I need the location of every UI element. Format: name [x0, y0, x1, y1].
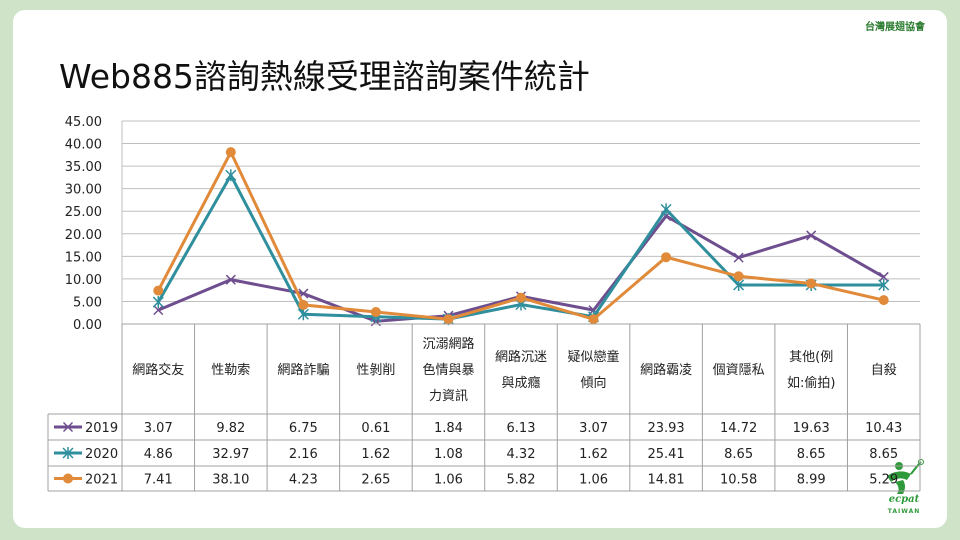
logo-text: ecpat [888, 494, 920, 505]
table-cell-value: 8.99 [797, 473, 826, 488]
x-category-label: 網路霸凌 [640, 362, 692, 378]
table-cell-value: 1.62 [579, 447, 608, 462]
table-cell-value: 10.58 [720, 473, 757, 488]
y-axis-ticks: 0.00 5.00 10.00 15.00 20.00 25.00 30.00 35.00 40… [65, 115, 102, 333]
x-category-label: 網路交友 [132, 362, 184, 378]
data-point [806, 278, 817, 289]
series-lines [152, 147, 890, 327]
data-point [878, 271, 889, 282]
x-category-label: 傾向 [581, 375, 607, 391]
y-tick-label: 0.00 [73, 318, 102, 333]
table-cell-value: 6.75 [289, 421, 318, 436]
table-cell-value: 1.62 [361, 447, 390, 462]
data-point [152, 296, 164, 309]
table-cell-value: 1.84 [434, 421, 463, 436]
x-category-label: 自殺 [871, 363, 897, 378]
data-point [878, 278, 890, 291]
data-point [878, 295, 889, 306]
data-point [443, 314, 454, 325]
legend-label: 2019 [85, 421, 118, 436]
table-cell-value: 7.41 [144, 473, 173, 488]
table-cell-value: 14.72 [720, 421, 757, 436]
data-point [297, 308, 309, 321]
x-category-label: 疑似戀童 [568, 349, 620, 365]
y-tick-label: 20.00 [65, 228, 102, 243]
data-point [298, 299, 309, 310]
table-cell-value: 8.65 [724, 447, 753, 462]
x-category-label: 個資隱私 [713, 363, 765, 378]
y-tick-label: 35.00 [65, 160, 102, 175]
table-cell-value: 8.65 [869, 447, 898, 462]
table-cell-value: 2.65 [361, 473, 390, 488]
data-point [62, 421, 74, 433]
data-point [225, 274, 236, 285]
y-tick-label: 10.00 [65, 273, 102, 288]
table-cell-value: 4.86 [144, 447, 173, 462]
table-cell-value: 5.82 [507, 473, 536, 488]
data-point [806, 230, 817, 241]
data-point [588, 314, 599, 325]
x-category-label: 網路詐騙 [277, 362, 329, 378]
x-category-label: 網路沉迷 [495, 349, 547, 365]
table-cell-value: 8.65 [797, 447, 826, 462]
table-cell-value: 2.16 [289, 447, 318, 462]
table-cell-value: 0.61 [361, 421, 390, 436]
x-category-label: 色情與暴 [422, 362, 474, 378]
data-point [660, 203, 672, 216]
data-point [225, 169, 237, 182]
data-point [516, 292, 526, 303]
x-category-label: 其他(例 [789, 350, 833, 365]
table-cell-value: 25.41 [647, 447, 684, 462]
org-name: 台灣展翅協會 [865, 22, 925, 33]
y-tick-label: 40.00 [65, 138, 102, 153]
table-cell-value: 1.06 [434, 473, 463, 488]
data-point [62, 447, 74, 459]
data-point [370, 307, 381, 318]
ecpat-logo: ecpat TAIWAN [877, 458, 931, 520]
x-category-label: 力資訊 [429, 389, 468, 404]
table-cell-value: 3.07 [144, 421, 173, 436]
y-tick-label: 45.00 [65, 115, 102, 130]
table-cell-value: 3.07 [579, 421, 608, 436]
x-category-label: 性剝削 [356, 363, 395, 378]
table-cell-value: 14.81 [647, 473, 684, 488]
table-cell-value: 32.97 [212, 447, 249, 462]
table-cell-value: 6.13 [507, 421, 536, 436]
slide-title: Web885諮詢熱線受理諮詢案件統計 [59, 57, 590, 96]
logo-subtext: TAIWAN [887, 508, 921, 515]
data-point [225, 147, 236, 158]
table-cell-value: 4.32 [507, 447, 536, 462]
data-point [153, 305, 164, 316]
x-category-label: 沉溺網路 [422, 336, 474, 352]
table-cell-value: 1.08 [434, 447, 463, 462]
table-cell-value: 4.23 [289, 473, 318, 488]
ecpat-figure-icon [887, 459, 924, 494]
table-cell-value: 1.06 [579, 473, 608, 488]
data-point [63, 473, 73, 484]
x-category-label: 如:偷拍) [787, 375, 835, 391]
table-cell-value: 9.82 [216, 421, 245, 436]
x-category-label: 與成癮 [501, 375, 540, 391]
table-cell-value: 38.10 [212, 473, 249, 488]
table-cell-value: 19.63 [793, 421, 830, 436]
data-point [733, 271, 744, 282]
data-point [733, 252, 744, 263]
table-cell-value: 5.29 [869, 473, 898, 488]
y-tick-label: 25.00 [65, 205, 102, 220]
legend-label: 2020 [85, 447, 118, 462]
table-cell-value: 23.93 [647, 421, 684, 436]
y-tick-label: 5.00 [73, 295, 102, 310]
x-category-label: 性勒索 [211, 363, 250, 378]
y-tick-label: 15.00 [65, 250, 102, 265]
y-tick-label: 30.00 [65, 183, 102, 198]
data-point [661, 252, 672, 263]
table-cell-value: 10.43 [865, 421, 902, 436]
data-point [153, 285, 164, 296]
legend-label: 2021 [85, 473, 118, 488]
